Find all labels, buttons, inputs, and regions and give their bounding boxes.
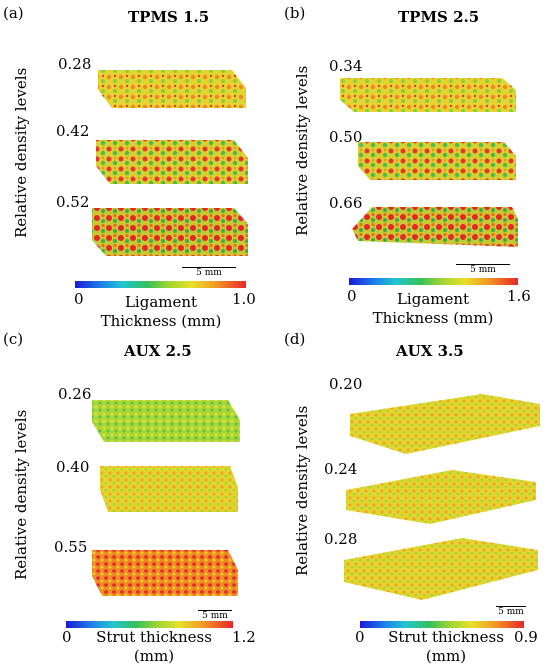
density-label: 0.20 — [329, 375, 363, 393]
density-label: 0.26 — [58, 385, 92, 403]
panel-title: AUX 3.5 — [396, 342, 464, 360]
panel-letter: (b) — [284, 4, 306, 22]
density-label: 0.55 — [54, 538, 88, 556]
y-axis-label: Relative density levels — [12, 67, 30, 238]
colorbar — [360, 621, 524, 628]
colorbar — [66, 621, 233, 628]
density-label: 0.28 — [58, 55, 92, 73]
y-axis-label: Relative density levels — [293, 65, 311, 236]
panel-letter: (c) — [3, 330, 24, 348]
density-label: 0.40 — [56, 458, 90, 476]
colorbar-label: Strut thickness (mm) — [84, 628, 224, 666]
panel-title: TPMS 2.5 — [398, 8, 480, 26]
colorbar-min: 0 — [347, 287, 357, 305]
lattice-slab — [100, 466, 238, 512]
panel-title: AUX 2.5 — [124, 342, 192, 360]
lattice-slab — [96, 140, 248, 184]
colorbar-label-line1: Ligament — [396, 290, 470, 308]
density-label: 0.34 — [329, 57, 363, 75]
density-label: 0.66 — [329, 194, 363, 212]
density-label: 0.52 — [56, 193, 90, 211]
colorbar-label-line1: Ligament — [124, 293, 198, 311]
density-label: 0.28 — [324, 530, 358, 548]
scale-bar: 5 mm — [182, 267, 236, 278]
colorbar-label-line2: Thickness (mm) — [372, 309, 494, 327]
y-axis-label: Relative density levels — [12, 409, 30, 580]
lattice-slab — [350, 394, 540, 454]
scale-bar: 5 mm — [198, 610, 232, 621]
lattice-slab — [92, 400, 240, 442]
density-label: 0.50 — [329, 128, 363, 146]
panel-letter: (d) — [284, 330, 306, 348]
scale-bar: 5 mm — [496, 606, 526, 617]
lattice-slab — [92, 208, 248, 256]
colorbar-label-line2: Thickness (mm) — [100, 312, 222, 330]
density-label: 0.42 — [56, 122, 90, 140]
scale-bar-label: 5 mm — [202, 611, 228, 621]
colorbar-max: 1.0 — [232, 290, 256, 308]
density-label: 0.24 — [324, 460, 358, 478]
lattice-slab — [352, 207, 518, 247]
colorbar-label-line2: (mm) — [133, 647, 175, 665]
lattice-slab — [98, 70, 246, 108]
lattice-slab — [340, 78, 516, 112]
panel-letter: (a) — [3, 4, 24, 22]
colorbar-label: Ligament Thickness (mm) — [368, 290, 498, 328]
colorbar-label-line2: (mm) — [425, 647, 467, 665]
colorbar-max: 1.2 — [232, 628, 256, 646]
colorbar — [349, 278, 518, 285]
colorbar-min: 0 — [62, 628, 72, 646]
colorbar — [75, 281, 246, 288]
scale-bar-label: 5 mm — [196, 268, 222, 278]
scale-bar-label: 5 mm — [470, 265, 496, 275]
scale-bar-label: 5 mm — [498, 607, 524, 617]
colorbar-min: 0 — [355, 628, 365, 646]
lattice-slab — [358, 142, 516, 180]
colorbar-min: 0 — [74, 290, 84, 308]
colorbar-label: Ligament Thickness (mm) — [96, 293, 226, 331]
colorbar-label-line1: Strut thickness — [388, 628, 504, 646]
colorbar-label-line1: Strut thickness — [96, 628, 212, 646]
scale-bar: 5 mm — [456, 264, 510, 275]
lattice-slab — [92, 550, 238, 596]
lattice-slab — [346, 470, 536, 524]
y-axis-label: Relative density levels — [293, 405, 311, 576]
colorbar-max: 1.6 — [507, 287, 531, 305]
colorbar-label: Strut thickness (mm) — [380, 628, 512, 666]
colorbar-max: 0.9 — [514, 628, 538, 646]
lattice-slab — [344, 538, 538, 600]
panel-title: TPMS 1.5 — [128, 8, 210, 26]
